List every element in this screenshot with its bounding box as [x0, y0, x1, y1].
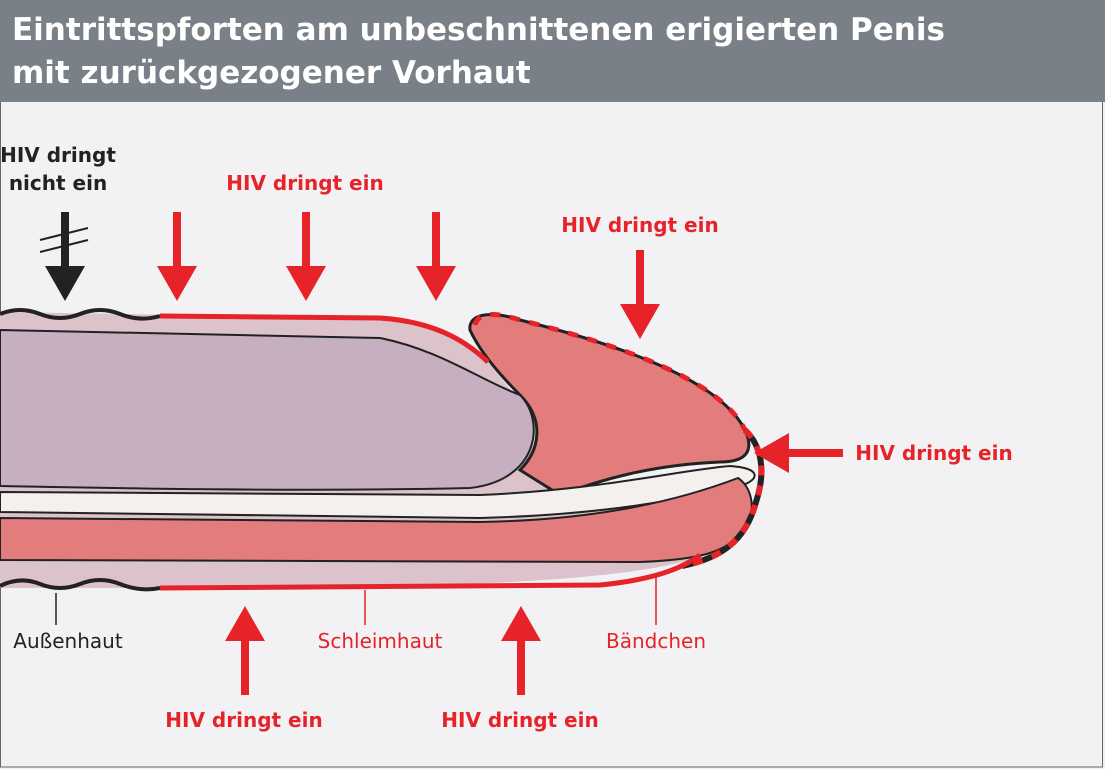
label: nicht ein [9, 171, 107, 195]
title-line: Eintrittspforten am unbeschnittenen erig… [12, 12, 945, 48]
label: HIV dringt ein [441, 708, 598, 732]
part-label: Außenhaut [13, 629, 123, 653]
label: HIV dringt [0, 143, 116, 167]
label: HIV dringt ein [165, 708, 322, 732]
part-label: Bändchen [606, 629, 706, 653]
title-line: mit zurückgezogener Vorhaut [12, 55, 531, 91]
label: HIV dringt ein [226, 171, 383, 195]
label: HIV dringt ein [561, 213, 718, 237]
diagram: Eintrittspforten am unbeschnittenen erig… [0, 0, 1105, 769]
label: HIV dringt ein [855, 441, 1012, 465]
part-label: Schleimhaut [318, 629, 443, 653]
